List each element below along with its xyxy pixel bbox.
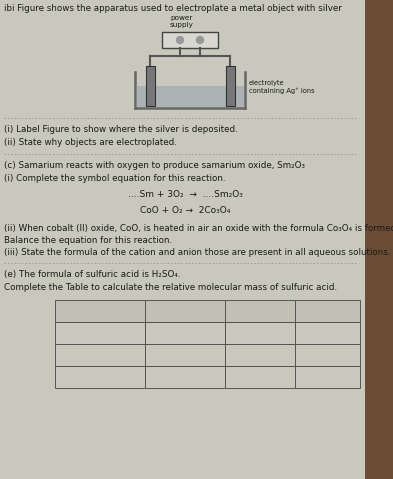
Bar [295,300,360,322]
Text: sulfur: sulfur [59,351,83,360]
Bar [55,300,145,322]
Bar [145,366,225,388]
Bar [226,66,235,106]
Circle shape [176,36,184,44]
Bar [145,322,225,344]
Bar [55,366,145,388]
Text: oxygen: oxygen [59,373,90,381]
Text: (ii) State why objects are electroplated.: (ii) State why objects are electroplated… [4,138,177,147]
Text: electrolyte
containing Ag⁺ ions: electrolyte containing Ag⁺ ions [249,80,315,94]
Text: (i) Complete the symbol equation for this reaction.: (i) Complete the symbol equation for thi… [4,174,226,183]
Text: ....Sm + 3O₂  →  ....Sm₂O₃: ....Sm + 3O₂ → ....Sm₂O₃ [128,190,242,199]
Text: (i) Label Figure to show where the silver is deposited.: (i) Label Figure to show where the silve… [4,125,238,134]
Text: (c) Samarium reacts with oxygen to produce samarium oxide, Sm₂O₃: (c) Samarium reacts with oxygen to produ… [4,161,305,170]
Bar [145,344,225,366]
Bar [55,322,145,344]
Text: (ii) When cobalt (II) oxide, CoO, is heated in air an oxide with the formula Co₃: (ii) When cobalt (II) oxide, CoO, is hea… [4,224,393,233]
Text: atom: atom [88,307,112,316]
Text: number of
atoms: number of atoms [162,301,208,321]
Text: (e) The formula of sulfuric acid is H₂SO₄.: (e) The formula of sulfuric acid is H₂SO… [4,270,180,279]
Bar [55,344,145,366]
Text: 2: 2 [182,329,187,338]
Text: relative
atomic mass: relative atomic mass [232,301,288,321]
Bar [162,32,218,48]
Text: 2 × 1 = 2: 2 × 1 = 2 [307,329,348,338]
Text: Balance the equation for this reaction.: Balance the equation for this reaction. [4,236,172,245]
Bar [295,322,360,344]
Bar [295,344,360,366]
Bar [225,300,295,322]
Text: 1: 1 [257,329,263,338]
Text: power
supply: power supply [170,15,194,28]
Text: CoO + O₂ →  2Co₃O₄: CoO + O₂ → 2Co₃O₄ [140,206,230,215]
Bar [225,344,295,366]
Bar [365,0,393,479]
Text: (iii) State the formula of the cation and anion those are present in all aqueous: (iii) State the formula of the cation an… [4,248,391,257]
Text: ibi Figure shows the apparatus used to electroplate a metal object with silver: ibi Figure shows the apparatus used to e… [4,4,342,13]
Text: hydrogen: hydrogen [59,329,99,338]
Bar [225,366,295,388]
Bar [295,366,360,388]
Bar [145,300,225,322]
Circle shape [196,36,204,44]
Bar [136,86,244,107]
Text: Complete the Table to calculate the relative molecular mass of sulfuric acid.: Complete the Table to calculate the rela… [4,283,337,292]
Bar [145,66,154,106]
Bar [225,322,295,344]
